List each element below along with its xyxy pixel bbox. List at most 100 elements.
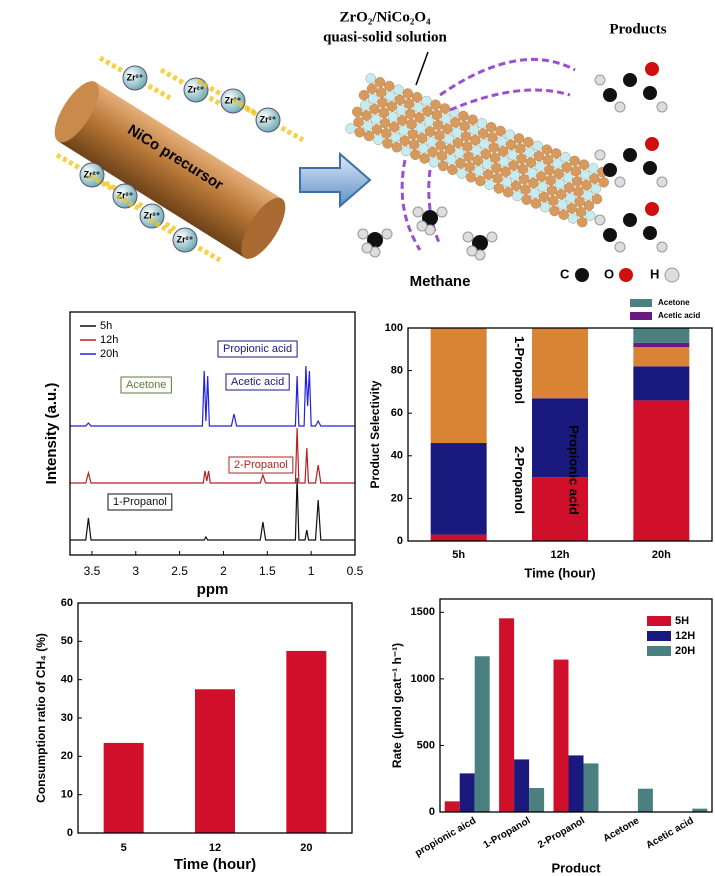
rod-atom (583, 200, 595, 211)
product-c (643, 161, 657, 175)
atom-label: C (560, 266, 570, 281)
bar-segment (430, 534, 487, 541)
flow-arrow (427, 169, 442, 246)
x-tick-label: 1 (308, 564, 315, 578)
y-tick-label: 0 (397, 535, 403, 547)
annotation-box (228, 456, 294, 474)
bar-segment (633, 342, 690, 348)
y-tick-label: 500 (417, 739, 435, 751)
methane-h (466, 245, 478, 257)
nanorod (345, 73, 609, 228)
y-tick-label: 10 (61, 789, 73, 801)
bar-segment (633, 366, 690, 401)
x-tick-label: 2-Propanol (536, 815, 587, 851)
ion (255, 107, 281, 133)
annotation: Acetone (126, 379, 166, 391)
y-tick-label: 80 (391, 365, 403, 377)
products-label: Products (609, 21, 666, 37)
bar-segment (633, 347, 690, 367)
methane-h (436, 206, 448, 218)
ion-label: Zr²⁺ (127, 72, 144, 82)
bar (692, 808, 708, 812)
x-tick-label: 2 (220, 564, 227, 578)
x-axis-label: ppm (197, 581, 229, 598)
flow-arrow (439, 57, 576, 97)
x-tick-label: Acetone (602, 815, 642, 844)
y-tick-label: 50 (61, 635, 73, 647)
bar-segment (532, 477, 588, 541)
x-tick-label: 12h (551, 549, 570, 561)
product-h (656, 241, 668, 253)
legend-swatch (647, 616, 671, 626)
rod-body (58, 82, 282, 258)
series-label: Propionic acid (567, 425, 582, 515)
process-arrow (299, 151, 372, 209)
bar (195, 689, 235, 833)
y-tick-label: 60 (61, 597, 73, 609)
x-tick-label: 5 (121, 842, 127, 854)
product-h (594, 214, 606, 226)
x-tick-label: propionic aicd (413, 815, 478, 859)
rod-end (54, 81, 99, 143)
y-tick-label: 30 (61, 712, 73, 724)
legend-label: Acetic acid (658, 311, 700, 320)
x-tick-label: 1.5 (259, 564, 276, 578)
product-h (594, 149, 606, 161)
product-c (603, 88, 617, 102)
ion (122, 65, 148, 91)
plot-frame (69, 311, 356, 556)
y-axis-label: Product Selectivity (368, 380, 382, 488)
product-h (614, 241, 626, 253)
bar (459, 773, 475, 812)
x-tick-label: 1-Propanol (482, 815, 533, 851)
legend-label: Acetone (658, 298, 690, 307)
legend-label: 20H (675, 645, 695, 657)
annotation-box (225, 373, 290, 391)
atom-icon (664, 267, 680, 283)
product-h (614, 176, 626, 188)
bar (583, 763, 599, 812)
annotation-box (217, 340, 298, 358)
legend-label: 12H (675, 630, 695, 642)
ion-label: Zr²⁺ (117, 190, 134, 200)
methane (472, 235, 488, 251)
product-c (623, 213, 637, 227)
bar (514, 759, 530, 812)
bar-segment (633, 328, 690, 343)
spectrum-line (70, 365, 355, 427)
x-tick-label: 3.5 (84, 564, 101, 578)
precursor-rod (54, 81, 286, 259)
bar (474, 656, 490, 812)
product-o (645, 62, 659, 76)
annotation: 1-Propanol (113, 496, 167, 508)
product-o (645, 202, 659, 216)
bar-segment (430, 443, 487, 535)
methane-label: Methane (410, 273, 471, 290)
x-tick-label: 2.5 (171, 564, 188, 578)
series-label: 2-Propanol (512, 446, 527, 514)
bar (103, 742, 144, 833)
annotation: Propionic acid (223, 343, 292, 355)
plot-frame (407, 327, 713, 542)
annotation: Acetic acid (231, 376, 284, 388)
spectrum-line (70, 477, 355, 541)
legend-label: 20h (100, 348, 118, 360)
flow-arrow (449, 88, 571, 112)
y-tick-label: 60 (391, 407, 403, 419)
y-tick-label: 20 (391, 492, 403, 504)
x-tick-label: 5h (452, 549, 465, 561)
product-c (603, 163, 617, 177)
ion-label: Zr²⁺ (144, 210, 161, 220)
x-axis-label: Time (hour) (174, 856, 256, 873)
spectrum-line (70, 427, 355, 484)
bar (529, 788, 545, 812)
rod-atom (591, 193, 603, 205)
legend-label: 12h (100, 334, 118, 346)
legend-swatch (630, 299, 652, 307)
legend-label: 5H (675, 615, 689, 627)
methane-h (416, 220, 428, 232)
annotation-box (107, 493, 173, 511)
ion (172, 227, 198, 253)
atom-icon (575, 268, 589, 282)
